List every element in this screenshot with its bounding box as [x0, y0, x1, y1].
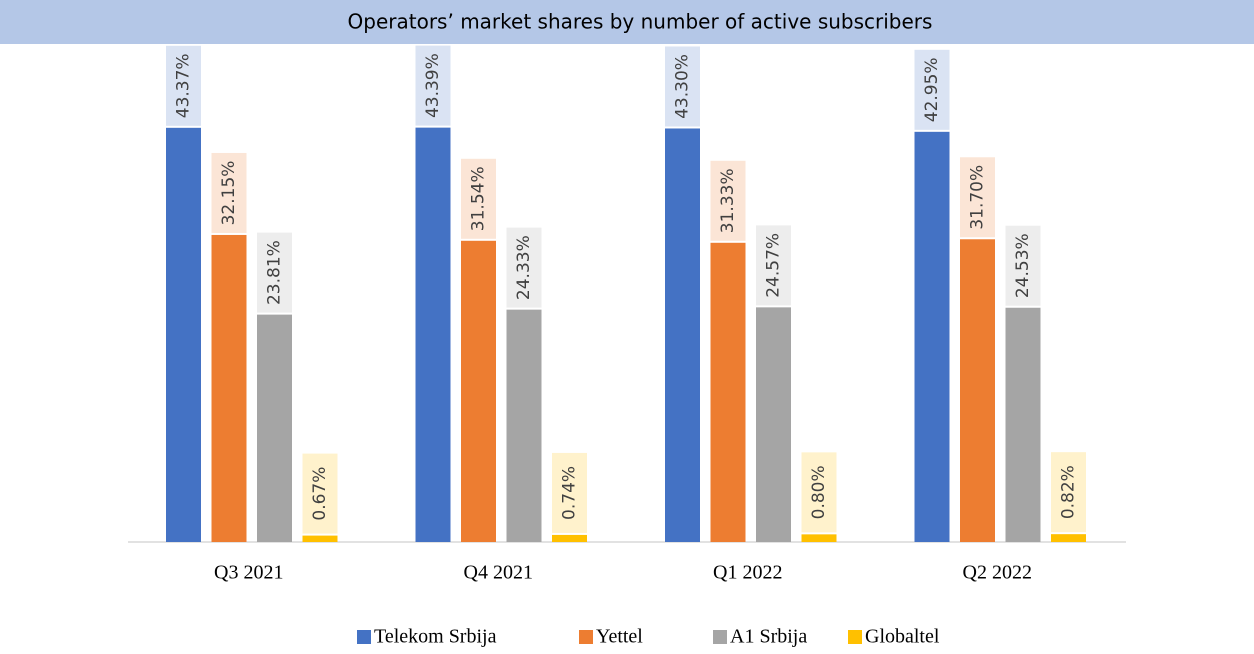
- bar: [257, 314, 292, 542]
- value-label-box: [665, 46, 700, 127]
- legend-swatch: [579, 630, 593, 644]
- title-band: [0, 0, 1254, 44]
- value-label: 31.70%: [968, 165, 988, 230]
- value-label-box: [552, 452, 587, 533]
- bar: [302, 535, 338, 542]
- bar: [461, 240, 496, 542]
- value-label-box: [211, 152, 247, 233]
- bar: [960, 239, 995, 542]
- value-label-box: [1051, 452, 1086, 533]
- value-label-box: [801, 452, 837, 533]
- value-label-box: [914, 49, 950, 130]
- chart-title: Operators’ market shares by number of ac…: [348, 10, 933, 34]
- value-label-box: [415, 45, 451, 126]
- bar: [801, 534, 837, 542]
- bar: [166, 127, 201, 542]
- value-label: 31.54%: [469, 166, 489, 231]
- value-label-box: [710, 160, 746, 241]
- value-label-box: [960, 157, 995, 238]
- value-label: 24.57%: [764, 233, 784, 298]
- bar: [665, 128, 700, 543]
- bar: [415, 127, 451, 543]
- x-tick-label: Q1 2022: [713, 562, 782, 584]
- value-label: 0.82%: [1059, 465, 1079, 519]
- x-tick-label: Q3 2021: [214, 562, 283, 584]
- value-label: 0.74%: [560, 466, 580, 520]
- value-label: 24.53%: [1013, 233, 1033, 298]
- value-label-box: [461, 158, 496, 239]
- value-label: 23.81%: [265, 240, 285, 305]
- x-tick-label: Q2 2022: [963, 562, 1032, 584]
- bar: [1005, 307, 1041, 542]
- legend-swatch: [848, 630, 862, 644]
- legend-label: Telekom Srbija: [374, 626, 497, 648]
- bar: [211, 234, 247, 542]
- bar: [710, 242, 746, 542]
- value-label: 43.39%: [423, 53, 443, 118]
- bar: [506, 309, 542, 542]
- value-label: 0.67%: [310, 467, 330, 521]
- value-label-box: [756, 225, 791, 306]
- bar: [756, 307, 791, 542]
- value-label-box: [257, 232, 292, 313]
- value-label: 43.37%: [174, 53, 194, 118]
- value-label: 0.80%: [809, 465, 829, 519]
- bar: [914, 131, 950, 542]
- value-label: 42.95%: [922, 57, 942, 122]
- value-label-box: [1005, 225, 1041, 306]
- value-label: 31.33%: [718, 168, 738, 233]
- bar: [1051, 534, 1086, 542]
- value-label: 43.30%: [673, 54, 693, 119]
- legend-label: Yettel: [596, 626, 643, 648]
- x-tick-label: Q4 2021: [464, 562, 533, 584]
- legend-label: A1 Srbija: [730, 626, 807, 648]
- value-label: 32.15%: [219, 161, 239, 226]
- legend-label: Globaltel: [865, 626, 940, 648]
- value-label-box: [302, 453, 338, 534]
- legend-swatch: [357, 630, 371, 644]
- bar: [552, 534, 587, 542]
- value-label: 24.33%: [514, 235, 534, 300]
- value-label-box: [166, 45, 201, 126]
- legend-swatch: [713, 630, 727, 644]
- value-label-box: [506, 227, 542, 308]
